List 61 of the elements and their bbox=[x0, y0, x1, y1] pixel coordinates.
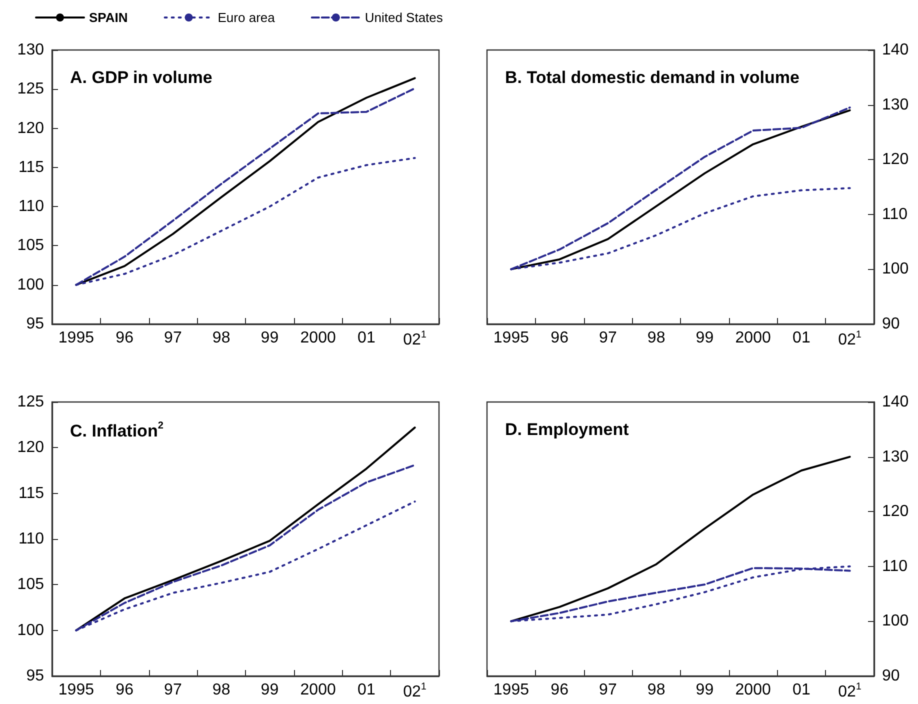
x-tick-label: 2000 bbox=[735, 330, 771, 346]
legend-label: SPAIN bbox=[89, 10, 128, 25]
x-tick-label: 1995 bbox=[493, 330, 530, 346]
y-tick-label: 125 bbox=[17, 80, 44, 98]
x-tick-label: 2000 bbox=[300, 330, 336, 346]
x-tick-label: 99 bbox=[696, 682, 714, 698]
y-tick-label: 100 bbox=[17, 276, 44, 294]
x-tick-label: 97 bbox=[164, 682, 182, 698]
x-tick-label: 1995 bbox=[58, 682, 94, 698]
x-tick-label: 98 bbox=[212, 682, 230, 698]
x-tick-label: 98 bbox=[647, 330, 666, 346]
text: B. Total domestic demand in volume bbox=[505, 68, 800, 87]
y-tick-label: 115 bbox=[18, 484, 44, 502]
x-tick-label: 97 bbox=[164, 330, 182, 346]
text: D. Employment bbox=[505, 420, 630, 439]
y-tick-label: 125 bbox=[17, 394, 44, 410]
x-tick-label: 2000 bbox=[300, 682, 336, 698]
y-tick-label: 110 bbox=[882, 558, 908, 575]
x-tick-label: 97 bbox=[599, 682, 617, 698]
y-tick-label: 120 bbox=[882, 151, 909, 168]
x-tick-label: 98 bbox=[647, 682, 666, 698]
x-tick-label: 01 bbox=[358, 330, 376, 346]
x-tick-label: 2000 bbox=[735, 682, 771, 698]
y-tick-label: 140 bbox=[882, 42, 909, 58]
y-tick-label: 100 bbox=[17, 622, 44, 639]
x-tick-label: 99 bbox=[260, 330, 279, 346]
text: A. GDP in volume bbox=[70, 68, 212, 87]
x-tick-label: 96 bbox=[116, 682, 134, 698]
x-tick-label: 01 bbox=[358, 682, 376, 698]
y-tick-label: 115 bbox=[18, 158, 44, 176]
x-tick-label: 99 bbox=[696, 330, 714, 346]
x-tick-label: 96 bbox=[116, 330, 134, 346]
y-tick-label: 95 bbox=[26, 316, 44, 332]
y-tick-label: 130 bbox=[882, 448, 909, 466]
x-tick-label: 97 bbox=[599, 330, 617, 346]
y-tick-label: 90 bbox=[882, 316, 900, 332]
y-tick-label: 100 bbox=[882, 260, 909, 278]
y-tick-label: 130 bbox=[17, 42, 44, 58]
y-tick-label: 90 bbox=[882, 668, 900, 684]
y-tick-label: 110 bbox=[18, 198, 44, 216]
x-tick-label: 98 bbox=[212, 330, 230, 346]
x-tick-label: 99 bbox=[260, 682, 279, 698]
y-tick-label: 120 bbox=[17, 439, 44, 456]
y-tick-label: 140 bbox=[882, 394, 909, 410]
y-tick-label: 110 bbox=[882, 206, 908, 223]
x-tick-label: 01 bbox=[792, 330, 810, 346]
legend-label: Euro area bbox=[218, 10, 276, 25]
y-tick-label: 95 bbox=[26, 668, 44, 684]
y-tick-label: 130 bbox=[882, 96, 909, 114]
y-tick-label: 100 bbox=[882, 612, 909, 630]
y-tick-label: 105 bbox=[17, 237, 44, 254]
y-tick-label: 120 bbox=[882, 503, 909, 520]
x-tick-label: 1995 bbox=[493, 682, 530, 698]
y-tick-label: 110 bbox=[18, 530, 44, 548]
x-tick-label: 01 bbox=[792, 682, 810, 698]
x-tick-label: 1995 bbox=[58, 330, 94, 346]
y-tick-label: 120 bbox=[17, 120, 44, 137]
y-tick-label: 105 bbox=[17, 576, 44, 594]
x-tick-label: 96 bbox=[550, 330, 569, 346]
legend-label: United States bbox=[364, 10, 444, 25]
x-tick-label: 96 bbox=[550, 682, 569, 698]
